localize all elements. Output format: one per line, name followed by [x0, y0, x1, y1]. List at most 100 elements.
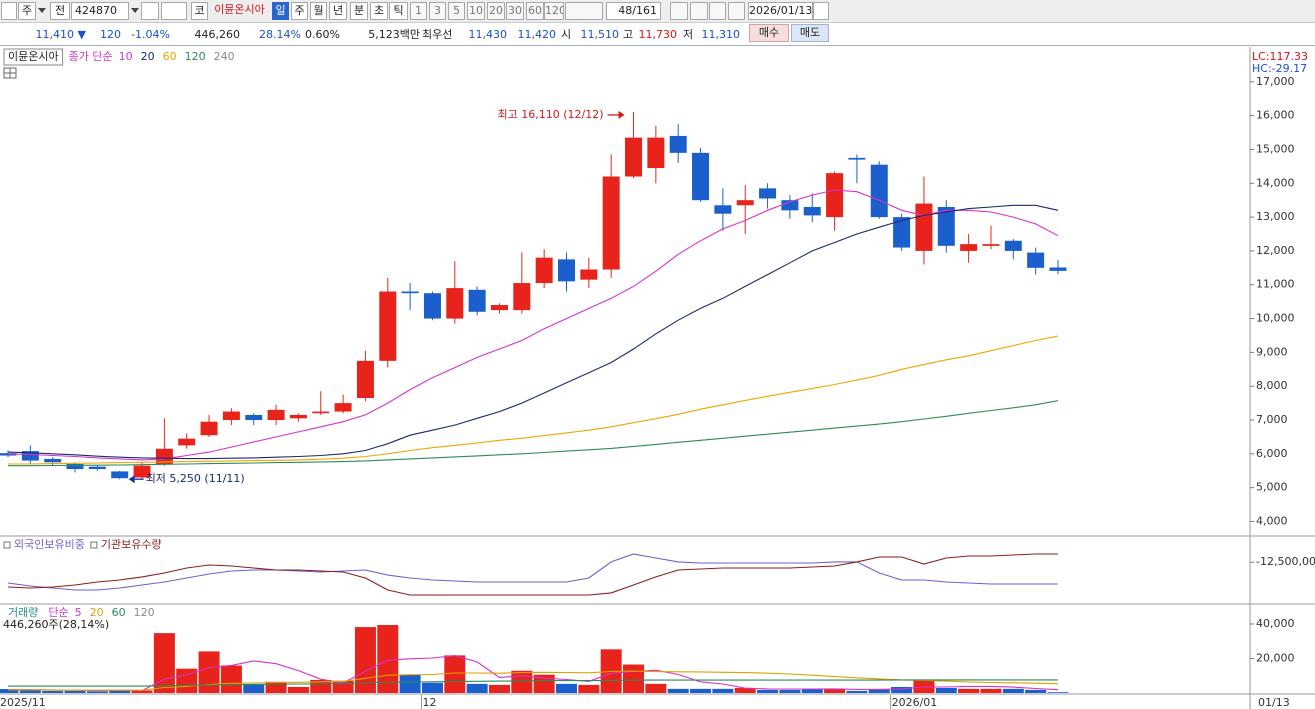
volume-bar [891, 686, 913, 693]
legend-ma-label: 단순 [48, 606, 68, 619]
candle-body [937, 206, 955, 246]
volume-bar [846, 690, 868, 693]
volume-bar [198, 651, 220, 693]
candle-body [893, 217, 911, 248]
candle-body [602, 176, 620, 270]
volume-bar [488, 684, 510, 693]
candle-body [446, 288, 464, 319]
period-button[interactable]: 주 [291, 2, 308, 20]
candle-body [647, 137, 665, 169]
tool-button[interactable] [690, 2, 708, 20]
series-line [7, 553, 1058, 596]
candle-body [625, 137, 643, 177]
menu-button[interactable] [1, 2, 17, 20]
volume-bar [690, 688, 712, 693]
buy-button[interactable]: 매수 [749, 24, 789, 42]
candle-body [826, 173, 844, 218]
period-button[interactable]: 틱 [389, 2, 408, 20]
compare-button[interactable]: 전 [50, 2, 70, 20]
sell-button[interactable]: 매도 [791, 24, 829, 42]
y-tick-label: 4,000 [1256, 514, 1288, 527]
volume-bar [19, 689, 41, 693]
y-tick-label: 13,000 [1256, 210, 1295, 223]
custom-interval[interactable] [565, 2, 603, 20]
volume-bar [801, 688, 823, 693]
y-tick-label: 6,000 [1256, 447, 1288, 460]
period-button[interactable]: 분 [350, 2, 368, 20]
dropdown-arrow[interactable] [38, 8, 46, 13]
period-button[interactable]: 년 [329, 2, 347, 20]
candle-body [1049, 267, 1067, 271]
plot: 4,000 5,000 6,000 7,000 8,000 9,000 10,000 11,0… [0, 47, 1315, 709]
candle-body [178, 438, 196, 446]
candle-body [88, 466, 106, 470]
volume-bar [623, 664, 645, 693]
volume-bar [779, 689, 801, 693]
calendar-button[interactable] [813, 2, 829, 20]
volume-bar [42, 690, 64, 693]
legend-entry: 120 [134, 606, 155, 619]
y-tick-label: 10,000 [1256, 312, 1295, 325]
volume-bar [645, 683, 667, 693]
y-tick-label: 14,000 [1256, 176, 1295, 189]
interval-button[interactable]: 20 [487, 2, 505, 20]
candle-body [535, 257, 553, 284]
stock-name[interactable]: 이뮨온시아 [214, 3, 265, 16]
candle-body [580, 269, 598, 280]
y-tick-label: 40,000 [1256, 617, 1295, 630]
interval-button[interactable]: 1 [410, 2, 427, 20]
legend-entry: 5 [75, 606, 82, 619]
volume-bar [109, 689, 131, 693]
quote-bar: 11,410 ▼ 120 -1.04% 446,260 28.14% 0.60%… [0, 23, 1315, 46]
code-input[interactable]: 424870 [71, 2, 129, 20]
period-button[interactable]: 일 [272, 2, 289, 20]
series-line [8, 400, 1059, 467]
market-badge: 코 [191, 2, 208, 20]
legend-ma-label: 종가 단순 [69, 50, 113, 63]
search-button[interactable] [141, 2, 159, 20]
date-input[interactable]: 2026/01/13 [748, 2, 813, 20]
volume-bar [243, 684, 265, 693]
change: 120 [100, 28, 121, 41]
volume-bar [310, 679, 332, 693]
legend-entry: 60 [112, 606, 126, 619]
volume-bar [578, 684, 600, 693]
volume-bar [421, 682, 443, 693]
low-label: 저 [683, 28, 694, 41]
interval-button[interactable]: 3 [429, 2, 446, 20]
tool-button[interactable] [670, 2, 688, 20]
amount: 5,123백만 [368, 28, 420, 41]
market-select[interactable]: 주 [18, 2, 36, 20]
candle-body [289, 414, 307, 419]
dropdown-arrow[interactable] [131, 8, 139, 13]
sound-button[interactable] [161, 2, 187, 20]
interval-button[interactable]: 120 [544, 2, 564, 20]
interval-button[interactable]: 60 [526, 2, 544, 20]
min-annotation: 최저 5,250 (11/11) [146, 472, 245, 485]
candle-body [111, 471, 129, 479]
candle-body [44, 458, 62, 463]
interval-button[interactable]: 5 [448, 2, 465, 20]
period-button[interactable]: 월 [310, 2, 327, 20]
candle-body [736, 200, 754, 206]
interval-button[interactable]: 30 [506, 2, 524, 20]
candle-body [66, 463, 84, 470]
interval-button[interactable]: 10 [467, 2, 485, 20]
settings-button[interactable] [728, 2, 745, 20]
volume-bar [444, 655, 466, 693]
save-button[interactable] [709, 2, 726, 20]
volume-bar [958, 688, 980, 693]
volume-bar [1047, 692, 1069, 693]
volume-bar [64, 690, 86, 693]
y-tick-label: -12,500,000 [1256, 555, 1315, 568]
period-button[interactable]: 초 [370, 2, 388, 20]
candle-body [982, 244, 1000, 246]
volume-bar [1002, 688, 1024, 693]
candle-body [781, 200, 799, 211]
min-arrow-head [128, 475, 135, 484]
y-tick-label: 15,000 [1256, 142, 1295, 155]
legend-entry: 240 [214, 50, 235, 63]
candle-body [312, 411, 330, 414]
volume-bar [868, 688, 890, 693]
